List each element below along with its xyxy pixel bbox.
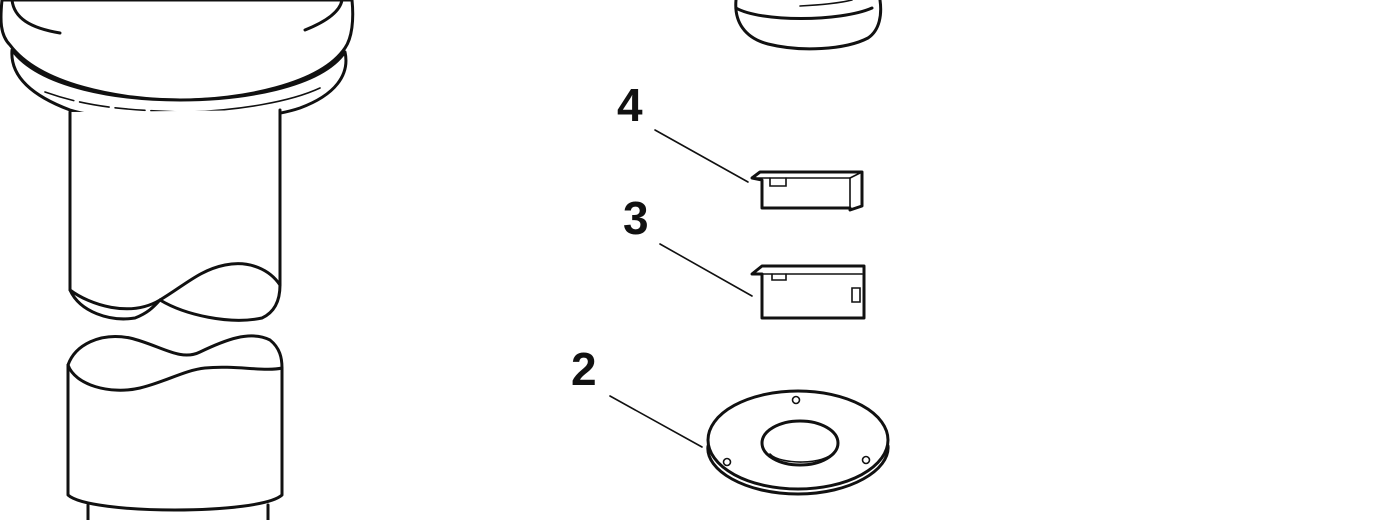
- part-3-key: [750, 264, 866, 320]
- upper-tube: [68, 108, 282, 322]
- upper-cup-part: [734, 0, 883, 51]
- callout-2: 2: [571, 343, 597, 395]
- callout-4: 4: [617, 79, 643, 131]
- leader-line-4: [654, 129, 749, 183]
- callout-3: 3: [623, 192, 649, 244]
- leader-lines: [609, 129, 753, 448]
- part-4-key: [750, 170, 864, 212]
- lower-tube: [66, 334, 284, 520]
- part-2-washer: [706, 389, 890, 496]
- leader-line-2: [609, 395, 703, 448]
- leader-line-3: [659, 243, 753, 297]
